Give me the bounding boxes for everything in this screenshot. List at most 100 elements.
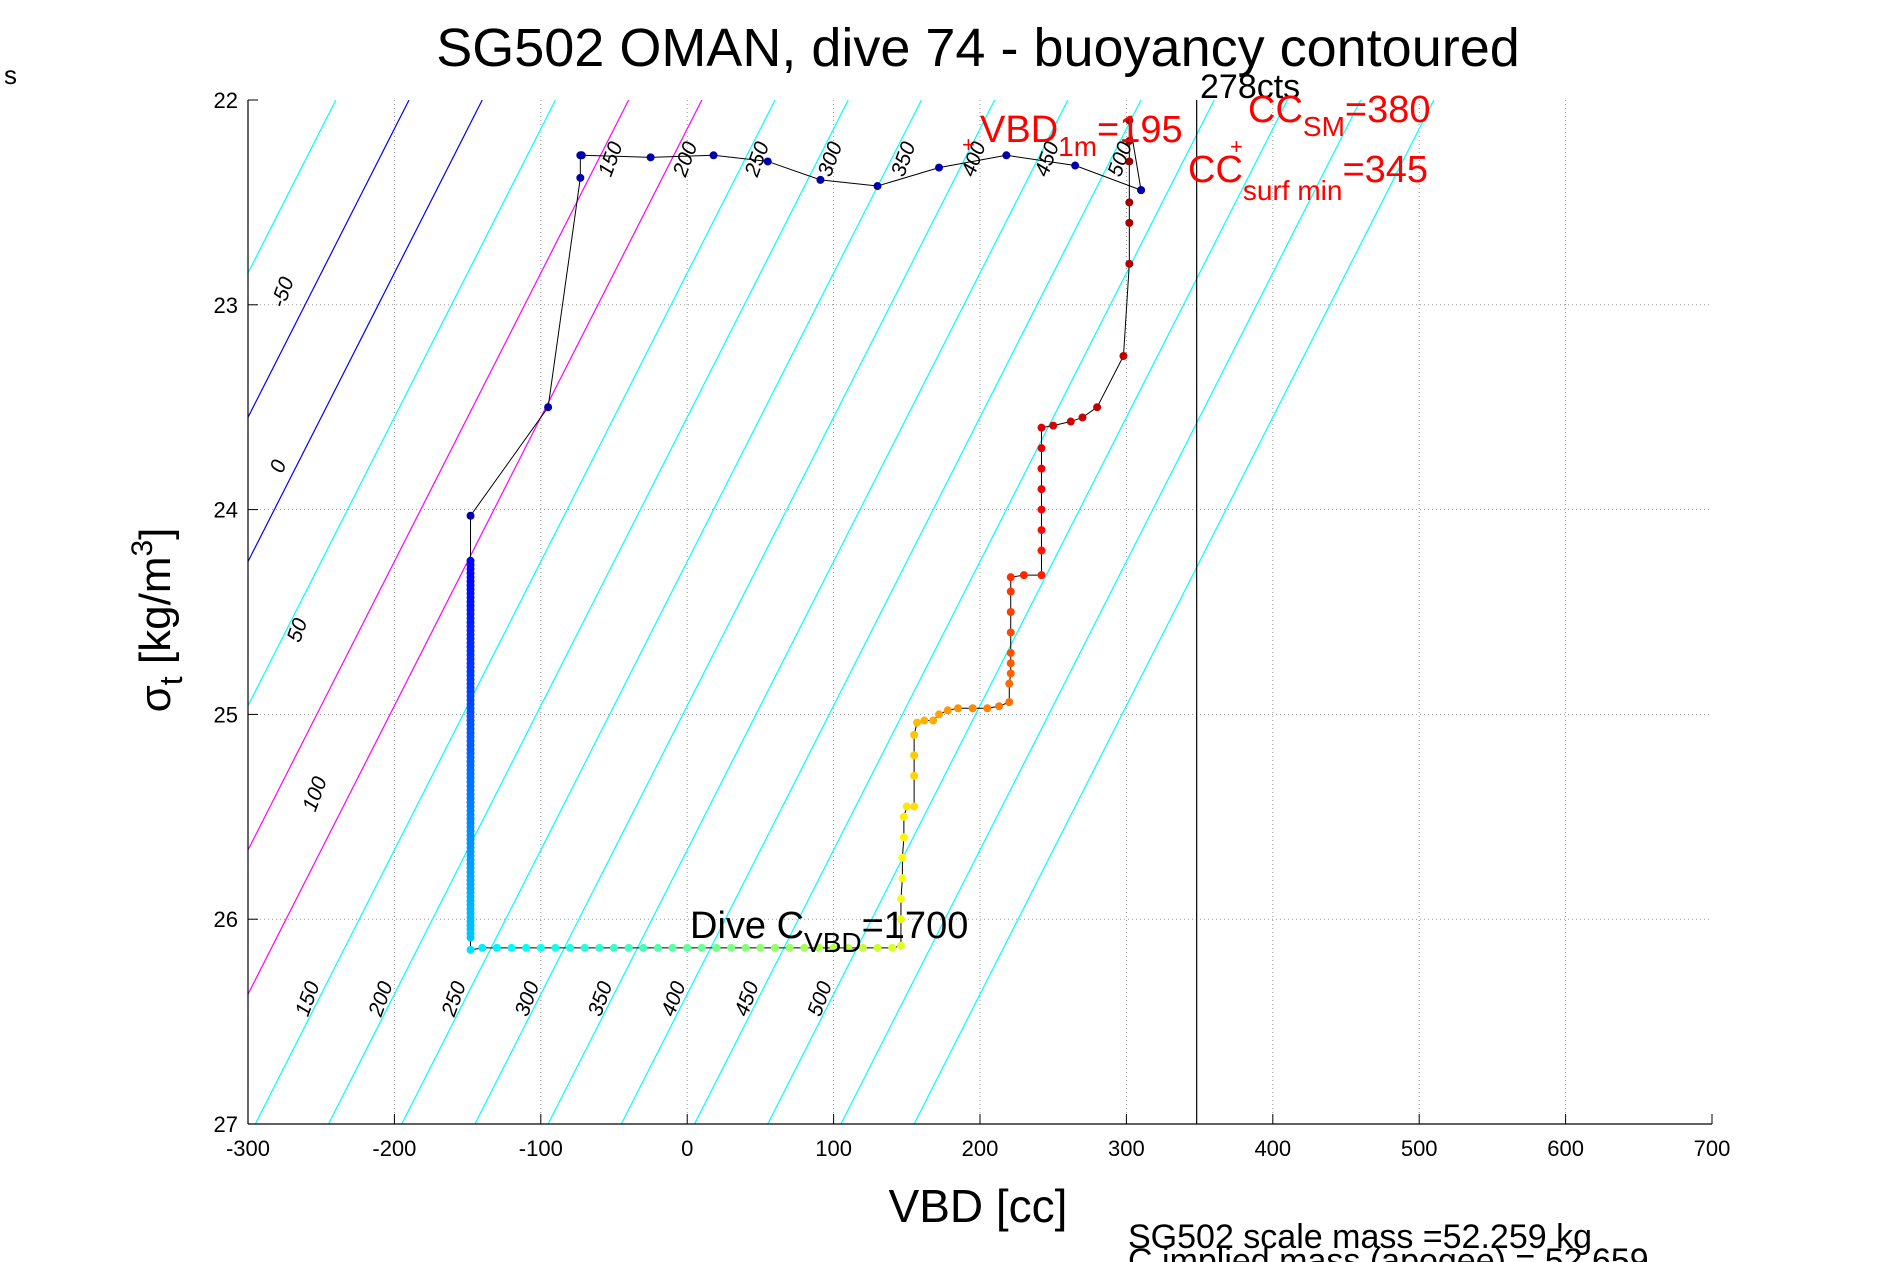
tick-labels: -300 -200 -100 0 100 200 300 400 500 600 700222324… [214,88,1731,1161]
contour-label: 0 [266,457,292,476]
data-point [1006,659,1015,668]
cc-sm-main: CC [1248,89,1303,131]
data-point [1037,546,1046,555]
y-tick-label: 23 [214,293,238,318]
cc-surf-min-main: CC [1188,149,1243,191]
x-tick-label: 300 [1108,1136,1145,1161]
vbd-1m-annotation: VBD1m=195 [980,109,1183,162]
data-point [995,702,1004,711]
scale-mass-footer: SG502 scale mass =52.259 kg [1128,1218,1592,1256]
contour-label: 150 [594,139,628,180]
x-tick-label: 200 [962,1136,999,1161]
data-point [1125,116,1134,125]
data-point [492,943,501,952]
data-point [595,943,604,952]
x-tick-label: -100 [519,1136,563,1161]
cc-surf-min-annotation: CCsurf min=345 [1188,149,1428,206]
data-point [771,943,780,952]
data-point [1125,136,1134,145]
data-point [1125,198,1134,207]
x-tick-label: 500 [1401,1136,1438,1161]
cc-sm-val: =380 [1345,89,1431,131]
data-point [1005,698,1014,707]
contour-label: 300 [814,139,848,180]
implied-mass-rest: implied mass (apogee) = 52.659 [1153,1242,1649,1262]
data-point [954,704,963,713]
data-point [1006,587,1015,596]
axes-frame [247,99,1713,1125]
data-point [646,153,655,162]
data-point [763,157,772,166]
vbd-1m-sub: 1m [1058,131,1097,162]
data-point [580,943,589,952]
data-point [1019,571,1028,580]
contour-label: 400 [657,978,691,1019]
y-axis-subscript: t [153,676,189,685]
contour-line [913,100,1435,1124]
data-point [1066,417,1075,426]
data-point [1125,157,1134,166]
y-axis-units-close: ] [131,528,180,540]
data-point [1006,608,1015,616]
y-axis-label: σt [kg/m3] [126,528,189,713]
contour-lines [248,100,1435,1124]
data-point [1049,421,1058,430]
data-point [507,943,516,952]
data-point [610,943,618,952]
data-point [1006,628,1015,637]
data-point [1037,423,1046,432]
data-point [668,943,677,952]
vbd-1m-main: VBD [980,109,1058,151]
vbd-1m-val: =195 [1097,109,1183,151]
data-point [899,833,908,842]
profile-line [581,154,1142,191]
contour-line [620,100,1142,1124]
contour-label: 200 [668,139,702,181]
data-point [858,943,867,952]
data-point [899,812,908,821]
contour-line [248,100,630,852]
data-point [1037,505,1046,514]
y-tick-label: 26 [214,907,238,932]
chart-title: SG502 OMAN, dive 74 - buoyancy contoured [436,18,1520,78]
margin-label: s [4,60,17,90]
data-point [1005,679,1014,688]
data-point [683,943,692,952]
contour-label: 150 [291,978,325,1019]
cc-surf-min-sub: surf min [1243,175,1343,206]
contour-label: -50 [267,274,299,311]
grid-lines [248,100,1712,1124]
data-point [1137,186,1146,195]
contour-line [401,100,922,1124]
contour-label: 50 [283,615,313,645]
data-point [1093,403,1102,412]
contour-label: 200 [364,978,398,1020]
data-point [1006,573,1015,582]
contour-line [767,100,1288,1124]
data-point [466,945,475,954]
contour-line [248,100,483,563]
contour-line [474,100,996,1124]
data-point [829,943,838,952]
data-point [816,175,825,184]
data-point [1125,218,1134,227]
data-point [727,943,736,952]
dive-cvbd-annotation: Dive CVBD=1700 [690,905,968,958]
contour-line [248,100,556,708]
data-point [1071,161,1080,170]
data-point [873,943,882,952]
data-point [576,173,585,182]
data-point [1125,259,1134,268]
data-point [1119,352,1128,360]
data-point [624,943,633,952]
dive-cvbd-val: =1700 [862,905,969,947]
data-point [466,511,475,520]
vbd-1m-marker: + [962,132,975,157]
contour-label: 450 [730,978,764,1019]
y-tick-label: 22 [214,88,238,113]
data-point [935,710,944,719]
data-point [920,716,929,725]
data-point [1037,571,1046,580]
